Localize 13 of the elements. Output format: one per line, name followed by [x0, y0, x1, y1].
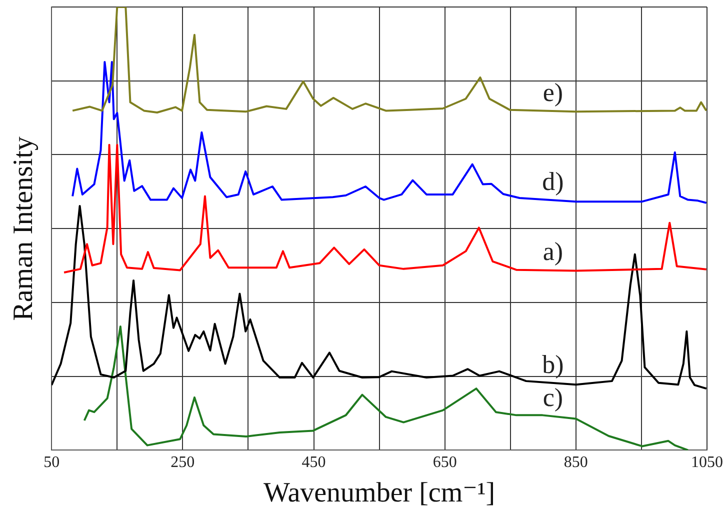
x-tick-label: 450: [302, 454, 326, 472]
x-tick-label: 850: [564, 454, 588, 472]
x-tick-label: 50: [44, 454, 60, 472]
x-axis-title: Wavenumber [cm⁻¹]: [263, 478, 496, 509]
series-label: c): [542, 383, 564, 412]
x-tick-label: 1050: [691, 454, 723, 472]
y-axis-title: Raman Intensity: [8, 136, 40, 321]
series-label: b): [542, 350, 564, 379]
series-label: e): [542, 78, 564, 107]
series-label: a): [542, 237, 564, 266]
series-label: d): [542, 166, 564, 196]
x-tick-label: 250: [170, 454, 195, 472]
x-tick-label: 650: [432, 454, 457, 472]
